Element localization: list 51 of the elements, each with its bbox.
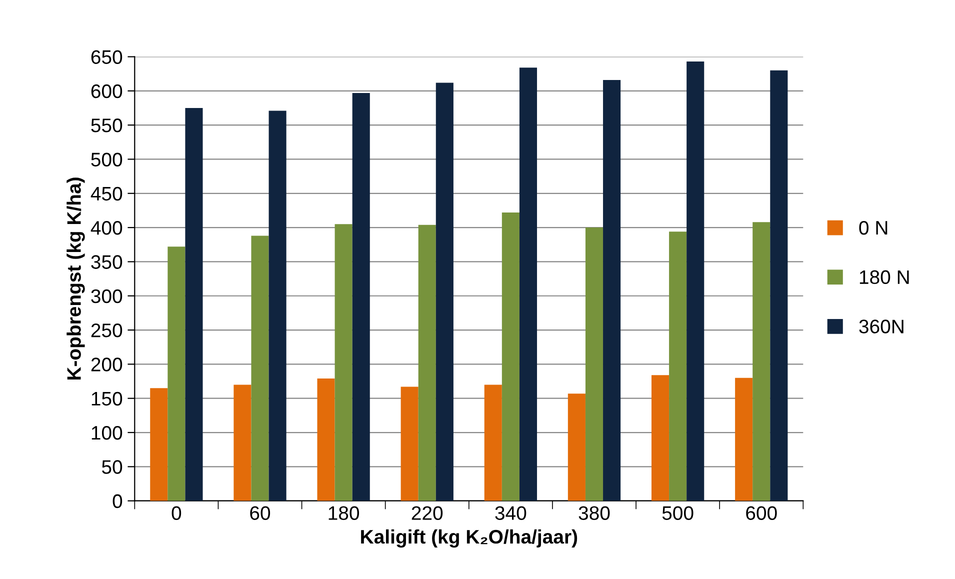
x-axis-title: Kaligift (kg K₂O/ha/jaar) xyxy=(361,529,578,548)
bar xyxy=(436,82,454,501)
bar xyxy=(334,224,352,501)
y-tick-label: 400 xyxy=(90,221,122,235)
x-tick-label: 500 xyxy=(662,506,694,520)
legend-label: 0 N xyxy=(859,220,888,235)
y-axis-title: K-opbrengst (kg K/ha) xyxy=(66,178,85,380)
bar xyxy=(185,108,203,501)
y-tick-label: 100 xyxy=(92,426,122,440)
x-tick-label: 60 xyxy=(250,506,270,520)
y-tick-label: 300 xyxy=(91,289,122,304)
bar xyxy=(268,110,286,501)
y-tick-label: 350 xyxy=(91,255,122,269)
y-tick-label: 250 xyxy=(91,324,122,338)
y-tick-label: 150 xyxy=(92,392,122,406)
bar xyxy=(400,386,418,501)
legend-label: 180 N xyxy=(860,270,909,284)
legend-label: 360N xyxy=(859,320,904,334)
bar xyxy=(168,246,186,501)
y-tick-label: 0 xyxy=(112,494,122,508)
bar xyxy=(603,80,621,501)
bar xyxy=(669,232,687,501)
x-tick-label: 380 xyxy=(578,506,610,520)
x-tick-label: 600 xyxy=(746,506,777,520)
x-tick-label: 340 xyxy=(495,506,526,520)
bar xyxy=(502,212,520,501)
bar xyxy=(585,228,604,501)
bar xyxy=(251,236,269,501)
bar xyxy=(735,378,753,501)
bar xyxy=(150,388,168,501)
bar xyxy=(651,375,670,501)
y-tick-label: 450 xyxy=(90,186,122,201)
bar xyxy=(484,384,502,501)
bar xyxy=(519,68,538,501)
x-tick-label: 220 xyxy=(412,506,443,520)
y-tick-label: 600 xyxy=(91,84,122,98)
bar xyxy=(770,70,788,501)
x-tick-label: 0 xyxy=(172,506,182,520)
y-tick-label: 50 xyxy=(102,460,122,474)
y-tick-label: 200 xyxy=(91,358,122,372)
y-tick-label: 550 xyxy=(91,118,122,132)
x-tick-label: 180 xyxy=(328,506,360,520)
bar xyxy=(352,92,370,501)
bar xyxy=(568,394,586,501)
bar xyxy=(418,224,436,501)
y-tick-label: 500 xyxy=(91,152,122,166)
bar xyxy=(752,222,770,501)
y-tick-label: 650 xyxy=(91,50,122,64)
bar xyxy=(686,62,704,501)
bar xyxy=(317,378,335,501)
bar xyxy=(234,384,252,501)
